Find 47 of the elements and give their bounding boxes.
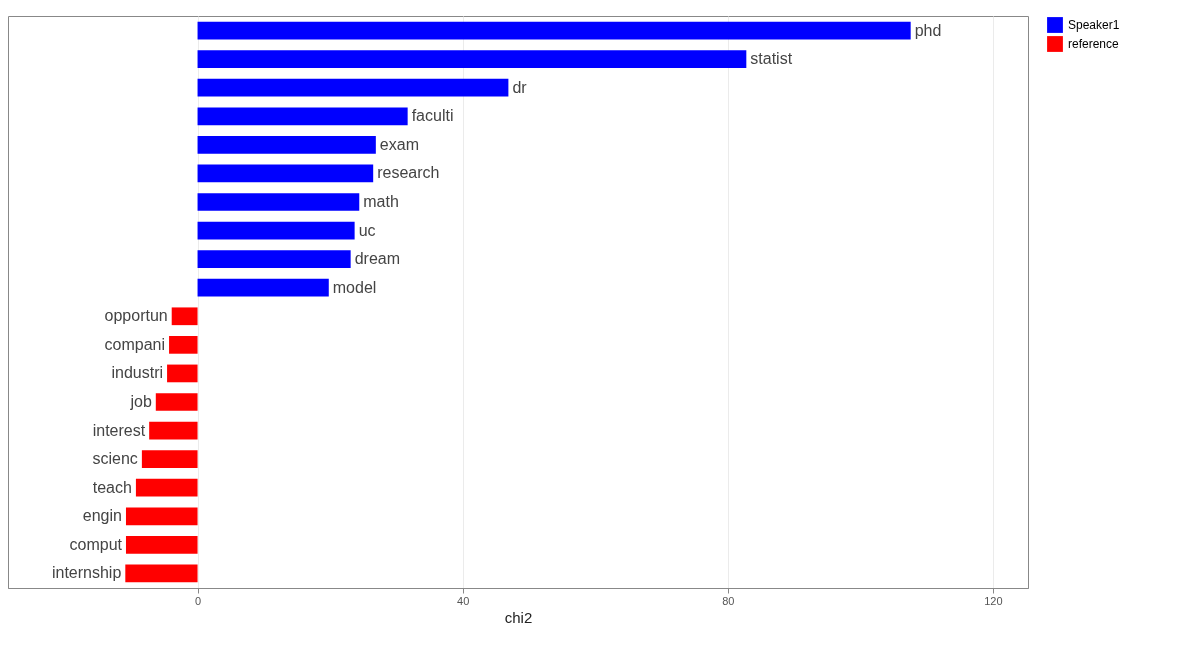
bar xyxy=(197,164,374,183)
legend-label: reference xyxy=(1068,37,1120,51)
bar xyxy=(141,450,198,468)
bar xyxy=(197,221,355,240)
bar xyxy=(197,107,408,126)
y-tick-label: model xyxy=(332,278,377,296)
y-tick-label: opportun xyxy=(104,307,168,325)
bar xyxy=(155,393,198,411)
bar xyxy=(197,278,329,297)
y-tick-label: scienc xyxy=(92,450,138,468)
x-tick-label: 0 xyxy=(194,594,202,607)
bar xyxy=(125,536,198,554)
bar xyxy=(197,50,747,68)
y-tick-label: teach xyxy=(92,478,132,496)
y-tick-label: faculti xyxy=(411,107,454,125)
bar xyxy=(197,136,376,154)
x-axis-title: chi2 xyxy=(504,608,533,626)
y-tick-label: industri xyxy=(111,364,164,382)
y-tick-label: comput xyxy=(69,535,123,553)
bar xyxy=(197,193,360,211)
y-tick-label: math xyxy=(363,193,399,210)
y-tick-label: compani xyxy=(104,335,166,353)
y-tick-label: uc xyxy=(358,221,376,239)
bar xyxy=(197,21,911,40)
y-tick-label: statist xyxy=(750,50,793,68)
y-tick-label: interest xyxy=(92,421,146,439)
bar xyxy=(135,478,198,497)
bar xyxy=(125,507,198,526)
bar xyxy=(197,250,351,268)
legend-label: Speaker1 xyxy=(1068,18,1120,32)
x-tick-label: 120 xyxy=(984,594,1003,607)
y-tick-label: engin xyxy=(82,507,122,525)
y-tick-label: internship xyxy=(51,564,122,582)
y-tick-label: phd xyxy=(914,21,942,39)
bar xyxy=(149,421,198,440)
y-tick-label: dream xyxy=(354,250,401,268)
y-tick-label: research xyxy=(377,164,440,182)
x-tick-label: 80 xyxy=(722,594,735,607)
bar xyxy=(169,336,198,354)
y-tick-label: job xyxy=(129,393,152,410)
bar xyxy=(167,364,198,383)
bar xyxy=(125,564,198,583)
y-tick-label: dr xyxy=(512,78,528,96)
bar xyxy=(197,78,509,97)
bar xyxy=(171,307,198,326)
y-tick-label: exam xyxy=(379,135,419,153)
x-tick-label: 40 xyxy=(457,594,470,607)
